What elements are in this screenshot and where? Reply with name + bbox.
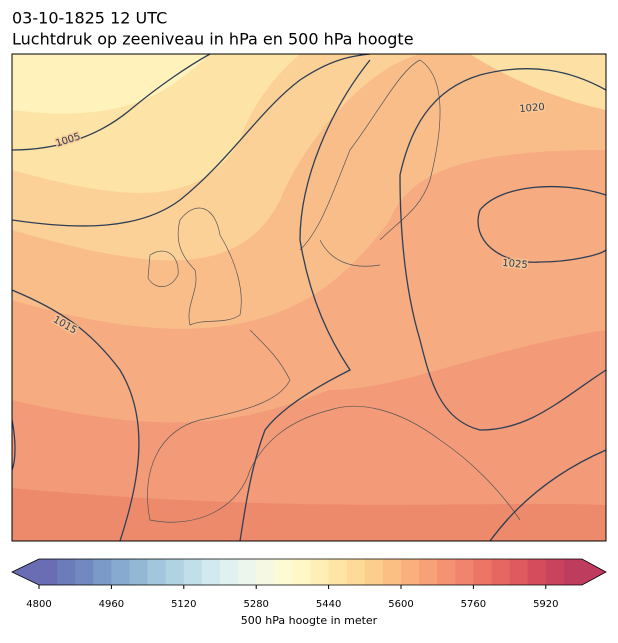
colorbar-segment <box>183 559 203 585</box>
colorbar-segment <box>491 559 511 585</box>
colorbar-segment <box>39 559 58 585</box>
colorbar-segment <box>93 559 112 585</box>
map-frame <box>11 53 607 542</box>
colorbar-tick-label: 5760 <box>461 599 486 610</box>
colorbar-label: 500 hPa hoogte in meter <box>241 614 378 627</box>
colorbar-segment <box>274 559 293 585</box>
colorbar-tick-label: 5600 <box>388 599 413 610</box>
colorbar-tick-label: 5120 <box>171 599 196 610</box>
colorbar-extend-low <box>12 559 39 585</box>
colorbar-segment <box>509 559 529 585</box>
colorbar-segment <box>292 559 311 585</box>
colorbar-tick-label: 5440 <box>316 599 341 610</box>
colorbar-segment <box>382 559 402 585</box>
colorbar-segment <box>310 559 330 585</box>
colorbar-segment <box>419 559 438 585</box>
isobar-label: 1025 <box>502 258 528 271</box>
colorbar-segment <box>364 559 384 585</box>
colorbar-segment <box>328 559 348 585</box>
colorbar-tick-label: 4960 <box>99 599 124 610</box>
colorbar-segment <box>545 559 565 585</box>
colorbar-segment <box>256 559 275 585</box>
colorbar-segment <box>129 559 149 585</box>
colorbar-segment <box>238 559 257 585</box>
map <box>12 54 606 541</box>
colorbar-segment <box>563 559 583 585</box>
colorbar-segment <box>437 559 456 585</box>
colorbar-segment <box>346 559 366 585</box>
colorbar-segment <box>220 559 239 585</box>
colorbar-tick-label: 5920 <box>533 599 558 610</box>
colorbar-tick-label: 5280 <box>243 599 268 610</box>
title: 03-10-1825 12 UTC <box>12 9 167 28</box>
colorbar-segment <box>455 559 474 585</box>
colorbar-segment <box>473 559 492 585</box>
colorbar-extend-high <box>582 559 606 585</box>
colorbar-segment <box>201 559 221 585</box>
colorbar-segment <box>527 559 547 585</box>
colorbar: 4800 4960 5120 5280 5440 5600 5760 5920 <box>11 558 607 610</box>
colorbar-segment <box>147 559 167 585</box>
colorbar-outline <box>11 558 607 586</box>
colorbar-tick-label: 4800 <box>26 599 51 610</box>
colorbar-segment <box>401 559 420 585</box>
subtitle: Luchtdruk op zeeniveau in hPa en 500 hPa… <box>12 30 414 49</box>
isobar-label: 1020 <box>519 102 545 115</box>
colorbar-segment <box>165 559 185 585</box>
colorbar-segment <box>111 559 130 585</box>
colorbar-segment <box>57 559 76 585</box>
colorbar-segment <box>75 559 94 585</box>
